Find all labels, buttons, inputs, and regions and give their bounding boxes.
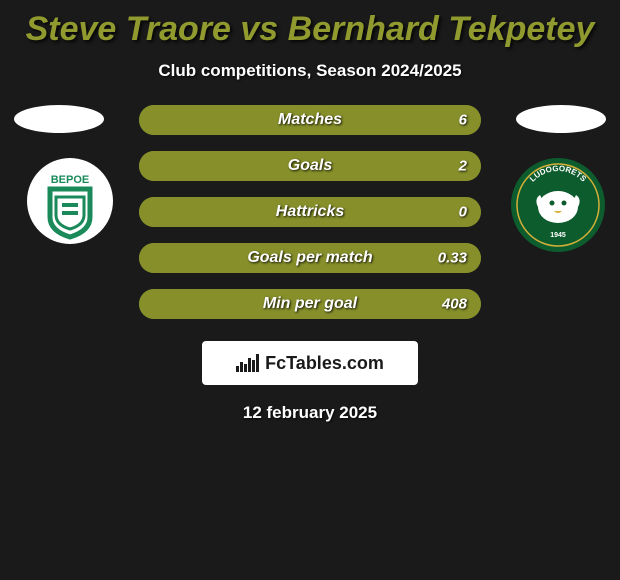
stat-label: Goals per match	[247, 249, 372, 267]
svg-text:1945: 1945	[550, 232, 566, 239]
stat-value-right: 6	[459, 112, 467, 129]
comparison-panel: BEPOE LUDOGORETS 1945 Matches 6 Goals 2 Hatt…	[0, 105, 620, 319]
stat-row: Min per goal 408	[139, 289, 481, 319]
stat-value-right: 0	[459, 204, 467, 221]
stat-label: Hattricks	[276, 203, 344, 221]
bar-chart-icon	[236, 354, 259, 372]
stat-value-right: 408	[442, 296, 467, 313]
player-right-ellipse	[516, 105, 606, 133]
fctables-label: FcTables.com	[265, 353, 384, 374]
stat-label: Min per goal	[263, 295, 357, 313]
player-right-badge: LUDOGORETS 1945	[510, 157, 606, 253]
stat-label: Goals	[288, 157, 332, 175]
player-left-ellipse	[14, 105, 104, 133]
date-label: 12 february 2025	[0, 403, 620, 423]
fctables-brand: FcTables.com	[202, 341, 418, 385]
player-left-badge: BEPOE	[20, 157, 120, 245]
stat-bars: Matches 6 Goals 2 Hattricks 0 Goals per match 0…	[139, 105, 481, 319]
stat-label: Matches	[278, 111, 342, 129]
subtitle: Club competitions, Season 2024/2025	[0, 61, 620, 81]
stat-row: Goals 2	[139, 151, 481, 181]
stat-row: Goals per match 0.33	[139, 243, 481, 273]
stat-row: Matches 6	[139, 105, 481, 135]
badge-left-text: BEPOE	[51, 174, 90, 186]
stat-value-right: 0.33	[438, 250, 467, 267]
page-title: Steve Traore vs Bernhard Tekpetey	[0, 0, 620, 49]
stat-value-right: 2	[459, 158, 467, 175]
stat-row: Hattricks 0	[139, 197, 481, 227]
